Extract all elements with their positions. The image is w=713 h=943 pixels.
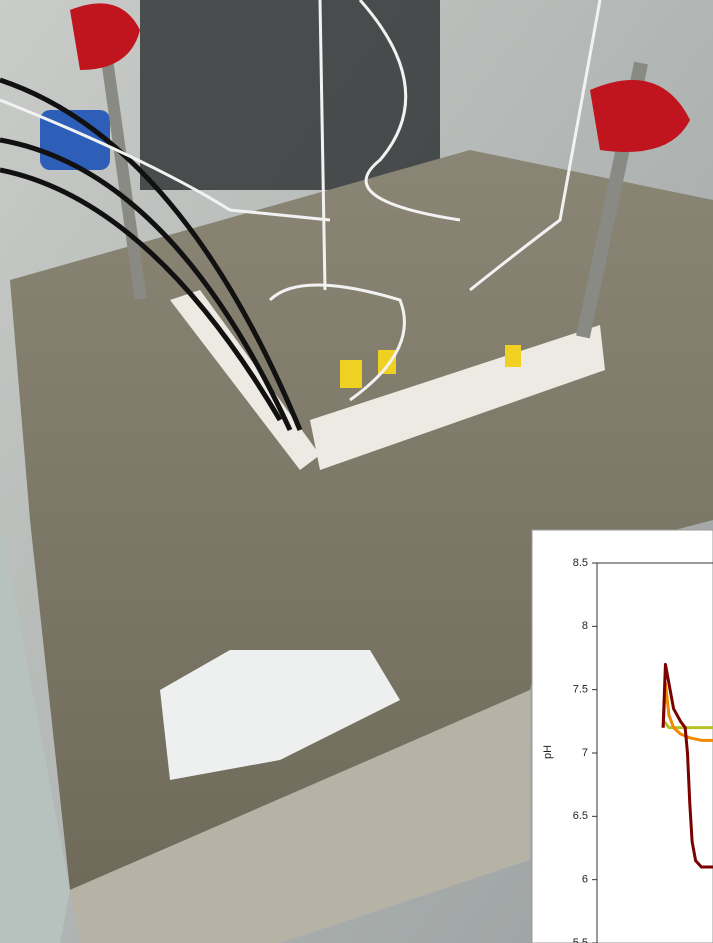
label-tag <box>340 360 362 388</box>
clamp <box>70 3 140 70</box>
wires <box>0 0 602 402</box>
clamp <box>590 80 690 152</box>
tank-wall-front <box>70 690 530 943</box>
y-tick-label: 8 <box>582 620 588 632</box>
y-tick-label: 6.5 <box>573 810 588 822</box>
cables <box>0 77 303 432</box>
data-line <box>661 662 713 869</box>
y-tick-label: 5.5 <box>573 937 588 943</box>
y-axis-label: pH <box>542 745 554 759</box>
holder-left <box>170 290 320 470</box>
y-tick-label: 7 <box>582 747 588 759</box>
y-tick-label: 7.5 <box>573 684 588 696</box>
y-tick-label: 8.5 <box>573 557 588 569</box>
plot-area <box>661 662 713 869</box>
holder-right <box>310 325 605 470</box>
label-tag <box>378 350 396 374</box>
label-tag <box>505 345 521 367</box>
y-tick-label: 6 <box>582 874 588 886</box>
tank-wall-left <box>0 520 70 943</box>
reflection <box>160 650 400 780</box>
back-equipment <box>140 0 440 190</box>
